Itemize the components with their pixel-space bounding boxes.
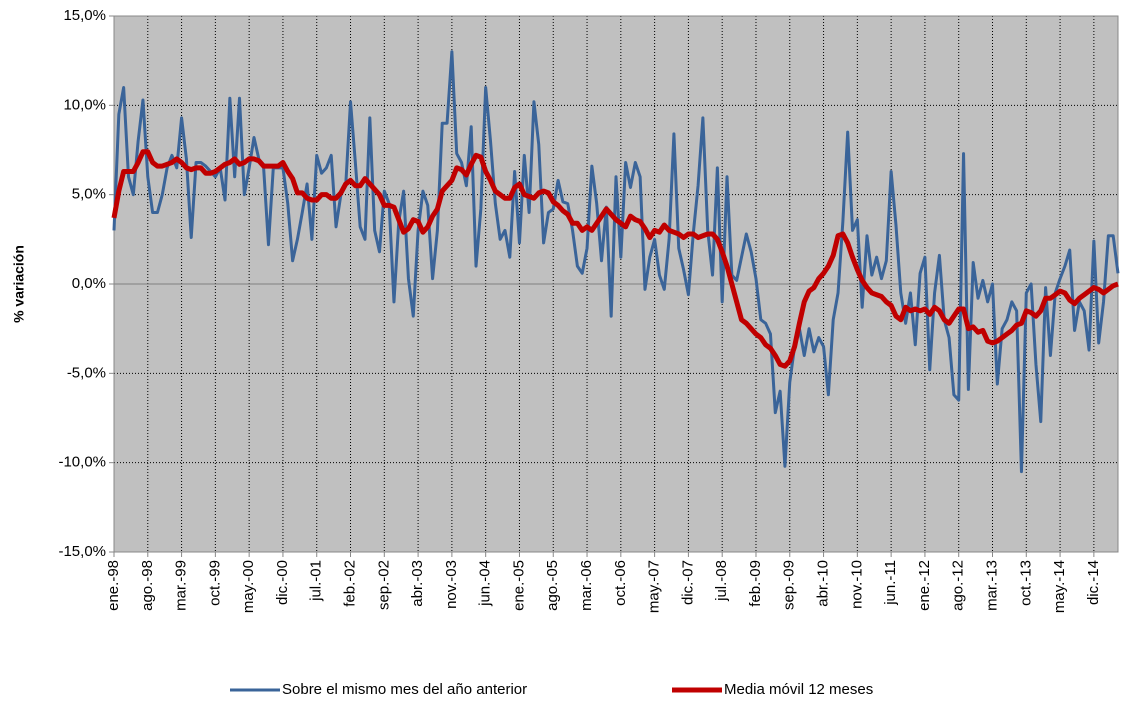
legend-label: Media móvil 12 meses [724,681,873,698]
x-tick-label: mar.-06 [578,560,595,611]
x-tick-label: sep.-02 [375,560,392,610]
x-tick-label: may.-07 [646,560,663,613]
x-tick-label: may.-00 [240,560,257,613]
series-line [112,50,1120,474]
x-tick-label: dic.-00 [274,560,291,605]
x-tick-label: sep.-09 [781,560,798,610]
x-tick-label: mar.-99 [173,560,190,611]
x-tick-label: may.-14 [1051,560,1068,613]
x-tick-label: oct.-06 [612,560,629,606]
y-tick-label: -15,0% [58,543,106,560]
x-tick-label: oct.-13 [1017,560,1034,606]
y-axis-title: % variación [11,245,27,323]
x-tick-label: jun.-04 [477,560,494,607]
x-tick-label: dic.-14 [1085,560,1102,605]
x-tick-label: mar.-13 [983,560,1000,611]
x-tick-label: ago.-12 [950,560,967,611]
x-tick-label: oct.-99 [206,560,223,606]
x-tick-label: jul.-01 [308,560,325,602]
y-tick-label: 15,0% [63,7,106,24]
x-tick-label: abr.-03 [409,560,426,607]
series-line [111,149,1119,369]
x-tick-label: dic.-07 [679,560,696,605]
x-tick-label: ene.-98 [105,560,122,611]
y-tick-label: -5,0% [67,364,106,381]
x-tick-label: nov.-10 [848,560,865,609]
y-tick-label: -10,0% [58,454,106,471]
x-tick-label: feb.-09 [747,560,764,607]
legend-label: Sobre el mismo mes del año anterior [282,681,527,698]
y-tick-label: 0,0% [72,275,106,292]
x-tick-label: jul.-08 [713,560,730,602]
x-tick-label: abr.-10 [815,560,832,607]
x-tick-label: ene.-12 [916,560,933,611]
x-tick-label: nov.-03 [443,560,460,609]
x-tick-label: ago.-05 [544,560,561,611]
y-tick-label: 5,0% [72,186,106,203]
x-tick-label: jun.-11 [882,560,899,606]
x-tick-label: ago.-98 [139,560,156,611]
x-tick-label: ene.-05 [510,560,527,611]
y-tick-label: 10,0% [63,96,106,113]
x-tick-label: feb.-02 [341,560,358,607]
